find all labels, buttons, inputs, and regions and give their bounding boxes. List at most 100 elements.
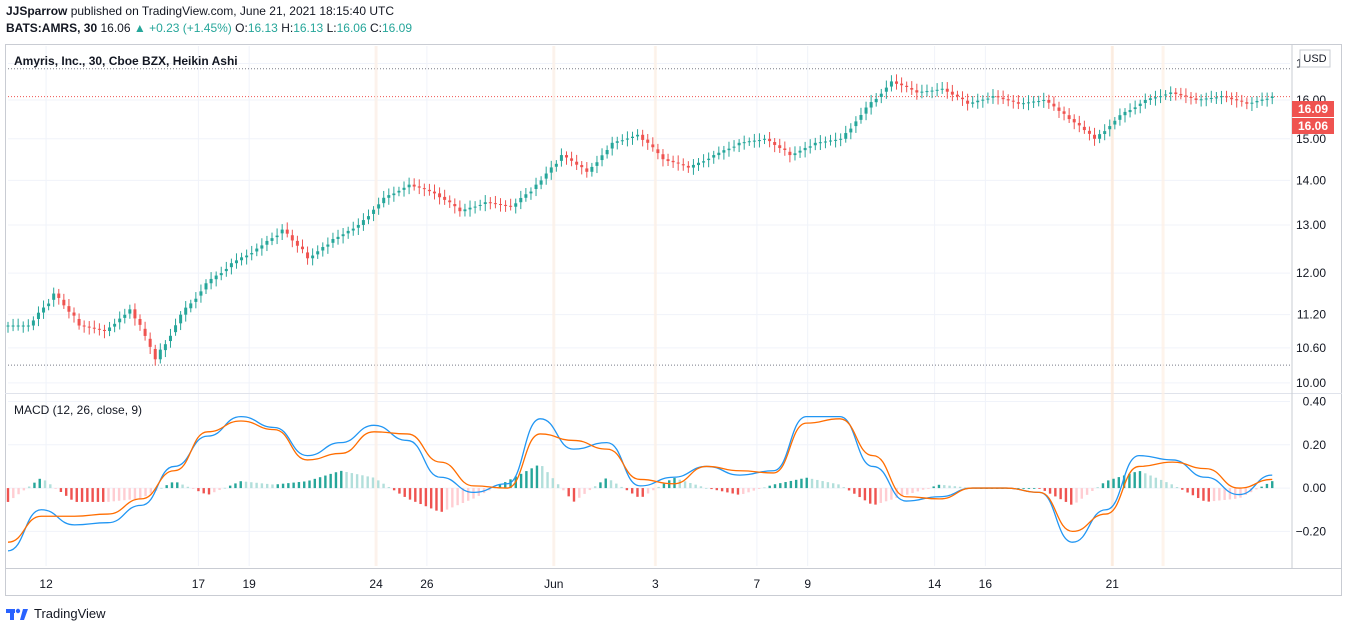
candle-body	[1016, 102, 1020, 104]
macd-line	[7, 415, 1273, 552]
candle-body	[158, 349, 162, 360]
candle-body	[52, 293, 56, 300]
candle-body	[229, 263, 233, 268]
signal-line	[7, 418, 1273, 543]
candle-body	[265, 240, 269, 245]
histogram-bar	[102, 488, 105, 502]
time-tick-label: 16	[979, 577, 993, 591]
candle-body	[128, 309, 132, 314]
histogram-bar	[12, 488, 15, 499]
histogram-bar	[472, 488, 475, 499]
candle-body	[87, 326, 91, 328]
candle-body	[224, 268, 228, 272]
candle-body	[153, 348, 157, 360]
histogram-bar	[234, 483, 237, 489]
candle-body	[133, 309, 137, 319]
candle-body	[950, 91, 954, 95]
candle-body	[493, 203, 497, 205]
histogram-bar	[546, 472, 549, 489]
candle-body	[712, 155, 716, 158]
publish-info: JJSparrow published on TradingView.com, …	[6, 4, 394, 18]
histogram-bar	[604, 478, 607, 489]
candle-body	[585, 168, 589, 172]
histogram-bar	[382, 483, 385, 489]
candle-body	[564, 155, 568, 158]
candle-body	[524, 194, 528, 198]
candle-body	[519, 197, 523, 203]
histogram-bar	[96, 488, 100, 502]
candle-body	[1255, 101, 1259, 103]
histogram-bar	[609, 480, 613, 489]
candle-body	[661, 154, 665, 160]
histogram-bar	[789, 480, 793, 489]
candle-body	[1062, 111, 1066, 114]
histogram-bar	[398, 488, 401, 494]
candle-body	[42, 307, 46, 313]
histogram-bar	[752, 488, 756, 491]
candle-body	[1128, 110, 1132, 113]
candle-body	[976, 100, 980, 103]
candle-body	[199, 291, 203, 296]
footer-brand[interactable]: TradingView	[34, 606, 106, 621]
histogram-bar	[1059, 488, 1062, 500]
histogram-bar	[1038, 488, 1041, 489]
candle-body	[1159, 96, 1163, 98]
candle-body	[702, 161, 706, 163]
histogram-bar	[419, 488, 422, 505]
histogram-bar	[271, 484, 274, 489]
histogram-bar	[181, 484, 184, 489]
candle-body	[21, 325, 25, 327]
histogram-bar	[911, 488, 914, 494]
histogram-bar	[599, 482, 602, 489]
candle-body	[26, 325, 30, 327]
candle-body	[372, 209, 376, 214]
histogram-bar	[583, 488, 586, 494]
histogram-bar	[366, 476, 369, 489]
macd-tick-label: 0.20	[1303, 438, 1327, 452]
candle-body	[554, 163, 558, 167]
histogram-bar	[429, 488, 433, 509]
candle-body	[1072, 119, 1076, 123]
histogram-bar	[218, 488, 221, 491]
candle-body	[255, 248, 259, 252]
candle-body	[407, 184, 411, 188]
open-label: O:	[235, 21, 248, 35]
candle-body	[285, 229, 289, 234]
session-divider	[653, 46, 657, 566]
price-tick-label: 13.00	[1296, 218, 1326, 232]
candle-body	[118, 318, 122, 323]
price-axis-labels: 17.0016.0015.0014.0013.0012.0011.2010.60…	[1296, 56, 1326, 389]
time-tick-label: 14	[928, 577, 942, 591]
close-label: C:	[369, 21, 382, 35]
last-value: 16.06	[100, 21, 131, 35]
candle-body	[549, 167, 553, 173]
candle-body	[280, 229, 284, 234]
time-tick-label: Jun	[544, 577, 563, 591]
histogram-bar	[54, 488, 57, 489]
histogram-bar	[59, 488, 63, 492]
author-name[interactable]: JJSparrow	[6, 4, 68, 18]
candle-body	[900, 83, 904, 86]
histogram-bar	[186, 486, 190, 489]
candle-body	[1052, 103, 1056, 107]
histogram-bar	[498, 484, 502, 489]
candle-body	[412, 184, 416, 187]
histogram-bar	[1234, 488, 1237, 499]
histogram-bar	[276, 484, 279, 489]
histogram-bar	[265, 483, 269, 489]
candle-body	[498, 204, 502, 206]
session-dividers	[374, 46, 1165, 566]
candle-body	[646, 139, 650, 143]
candle-body	[453, 204, 457, 207]
candle-body	[818, 142, 822, 144]
candle-body	[311, 255, 315, 259]
currency-box[interactable]	[1299, 49, 1331, 68]
candle-body	[529, 191, 533, 194]
candle-body	[681, 164, 685, 166]
candle-body	[245, 255, 249, 258]
histogram-bar	[615, 483, 618, 489]
histogram-bar	[440, 488, 443, 512]
histogram-bar	[588, 488, 592, 491]
histogram-bar	[1075, 488, 1078, 503]
